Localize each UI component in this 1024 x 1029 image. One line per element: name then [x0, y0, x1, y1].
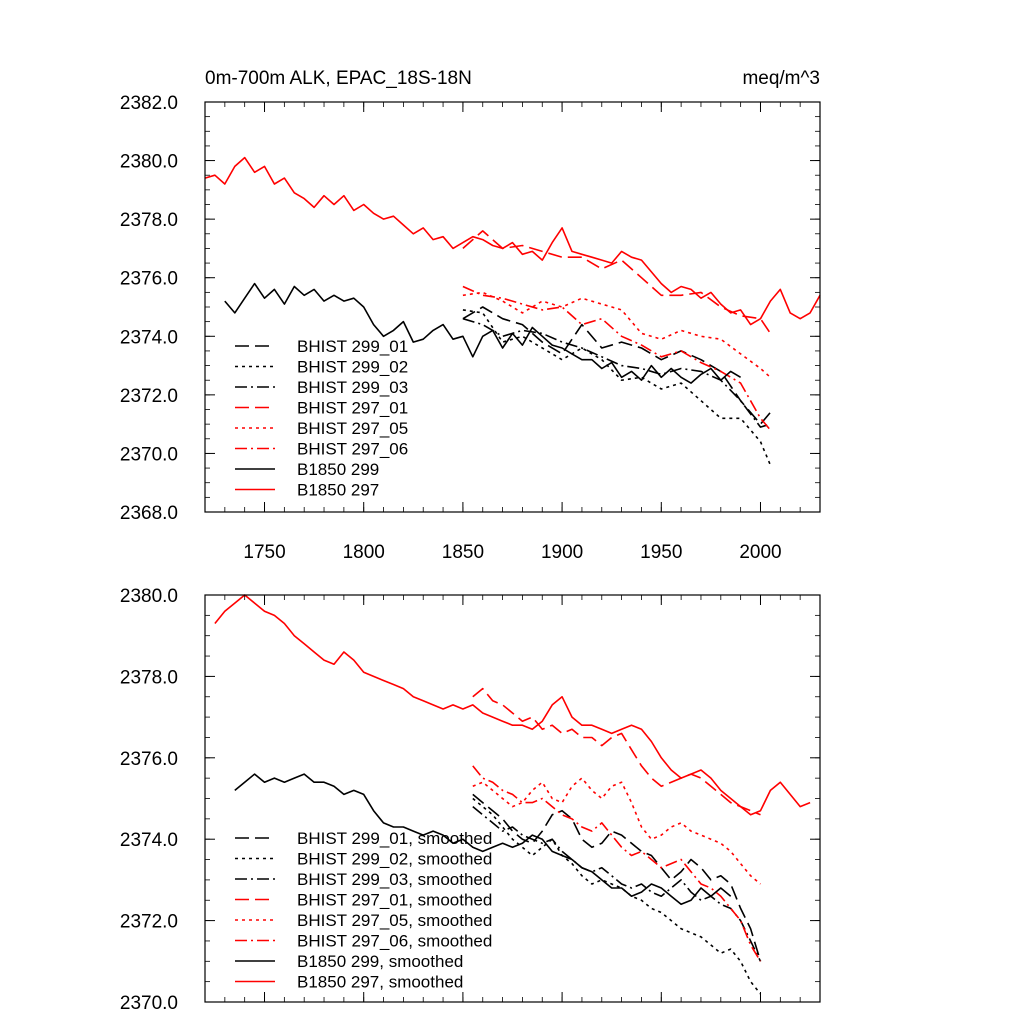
legend-label: BHIST 299_02, smoothed: [297, 850, 492, 869]
legend-label: BHIST 299_01, smoothed: [297, 829, 492, 848]
series-line-4: [462, 230, 772, 334]
units-label: meq/m^3: [742, 68, 820, 89]
y-tick-label: 2382.0: [120, 93, 178, 114]
legend-label: BHIST 297_06: [297, 440, 408, 459]
legend-label: B1850 297, smoothed: [297, 973, 463, 992]
x-tick-label: 1750: [243, 542, 285, 563]
series-line-8: [204, 156, 821, 326]
legend: BHIST 299_01, smoothed BHIST 299_02, smoo…: [235, 829, 492, 992]
y-tick-label: 2370.0: [120, 993, 178, 1014]
panel-top: 2368.0 2370.0 2372.0 2374.0 2376.0 2378.0 2380…: [120, 68, 821, 563]
y-tick-label: 2368.0: [120, 503, 178, 524]
series-line-8: [214, 594, 811, 816]
series-line-3: [472, 805, 762, 962]
y-tick-label: 2378.0: [120, 667, 178, 688]
series-line-2: [462, 309, 772, 466]
chart-title: 0m-700m ALK, EPAC_18S-18N: [205, 68, 472, 89]
y-tick-label: 2376.0: [120, 269, 178, 290]
legend-label: B1850 299, smoothed: [297, 952, 463, 971]
series-line-2: [472, 797, 762, 995]
y-tick-label: 2372.0: [120, 912, 178, 933]
legend-label: BHIST 297_01: [297, 399, 408, 418]
legend-label: B1850 297: [297, 481, 379, 500]
legend-label: BHIST 299_03, smoothed: [297, 870, 492, 889]
series-line-1: [462, 306, 772, 425]
series-line-7: [224, 282, 742, 384]
series-line-5: [472, 777, 762, 885]
y-tick-label: 2374.0: [120, 327, 178, 348]
y-tick-label: 2370.0: [120, 444, 178, 465]
series-line-1: [472, 793, 762, 962]
x-tick-label: 1800: [343, 542, 385, 563]
legend-label: BHIST 297_06, smoothed: [297, 932, 492, 951]
panel-bottom: 2370.0 2372.0 2374.0 2376.0 2378.0 2380.0 BHIS…: [120, 586, 821, 1014]
x-tick-label: 1900: [541, 542, 583, 563]
y-tick-label: 2378.0: [120, 210, 178, 231]
y-tick-label: 2380.0: [120, 586, 178, 607]
x-tick-label: 1850: [442, 542, 484, 563]
legend-label: BHIST 297_05, smoothed: [297, 911, 492, 930]
legend-label: BHIST 299_03: [297, 378, 408, 397]
x-tick-label: 1950: [640, 542, 682, 563]
legend-label: B1850 299: [297, 460, 379, 479]
y-tick-label: 2372.0: [120, 386, 178, 407]
legend-label: BHIST 297_05: [297, 419, 408, 438]
series-group: [214, 594, 811, 995]
legend-label: BHIST 299_02: [297, 358, 408, 377]
series-line-5: [462, 291, 771, 378]
series-line-4: [472, 687, 761, 816]
x-tick-label: 2000: [739, 542, 781, 563]
legend-label: BHIST 297_01, smoothed: [297, 891, 492, 910]
y-tick-label: 2376.0: [120, 749, 178, 770]
y-tick-label: 2374.0: [120, 830, 178, 851]
y-tick-label: 2380.0: [120, 152, 178, 173]
series-line-3: [462, 317, 771, 428]
series-group: [204, 156, 821, 466]
series-line-6: [472, 765, 762, 962]
legend-label: BHIST 299_01: [297, 337, 408, 356]
series-line-7: [234, 773, 732, 906]
